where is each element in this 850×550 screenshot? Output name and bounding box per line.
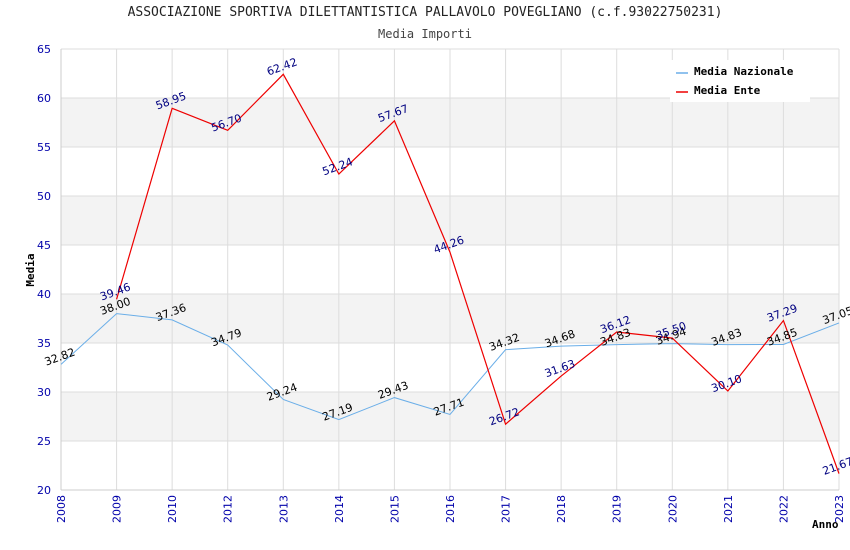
- series-line-nazionale: [60, 313, 840, 421]
- y-tick-label: 65: [37, 43, 51, 56]
- legend-label-nazionale: Media Nazionale: [694, 65, 794, 78]
- y-tick-label: 40: [37, 288, 51, 301]
- x-tick-label: 2009: [111, 495, 124, 523]
- y-tick-label: 35: [37, 337, 51, 350]
- x-axis-label: Anno: [812, 518, 839, 531]
- legend: Media Nazionale Media Ente: [670, 60, 810, 102]
- legend-label-ente: Media Ente: [694, 84, 761, 97]
- y-tick-label: 60: [37, 92, 51, 105]
- x-tick-label: 2016: [444, 495, 457, 523]
- x-tick-label: 2008: [55, 495, 68, 523]
- y-tick-label: 30: [37, 386, 51, 399]
- x-tick-label: 2021: [722, 495, 735, 523]
- y-tick-label: 55: [37, 141, 51, 154]
- legend-box: [670, 60, 810, 102]
- x-tick-label: 2013: [277, 495, 290, 523]
- series-line-ente: [115, 73, 840, 474]
- x-tick-labels: 2008 2009 2010 2012 2013 2014 2015 2016 2017 2018…: [55, 495, 846, 523]
- x-tick-label: 2010: [166, 495, 179, 523]
- x-tick-label: 2012: [222, 495, 235, 523]
- y-tick-label: 25: [37, 435, 51, 448]
- x-tick-label: 2015: [388, 495, 401, 523]
- x-tick-label: 2022: [777, 495, 790, 523]
- x-tick-label: 2019: [611, 495, 624, 523]
- x-tick-label: 2017: [500, 495, 513, 523]
- grid-lines: [60, 48, 840, 491]
- y-tick-labels: 20 25 30 35 40 45 50 55 60 65: [37, 43, 51, 497]
- x-tick-label: 2014: [333, 495, 346, 523]
- chart-subtitle: Media Importi: [378, 27, 472, 41]
- data-label-ente: 21.67: [821, 455, 850, 478]
- y-tick-label: 20: [37, 484, 51, 497]
- x-tick-label: 2023: [833, 495, 846, 523]
- y-tick-label: 45: [37, 239, 51, 252]
- series-lines: [60, 73, 840, 474]
- chart-title: ASSOCIAZIONE SPORTIVA DILETTANTISTICA PA…: [127, 5, 723, 20]
- data-label-ente: 52.24: [321, 155, 355, 178]
- x-tick-label: 2020: [666, 495, 679, 523]
- y-tick-label: 50: [37, 190, 51, 203]
- x-tick-label: 2018: [555, 495, 568, 523]
- y-axis-label: Media: [24, 253, 37, 286]
